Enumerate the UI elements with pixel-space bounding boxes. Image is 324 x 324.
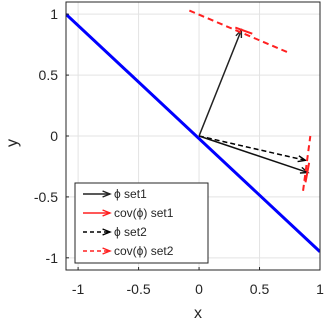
legend-arrowhead [102,209,112,217]
series-line-1 [234,26,253,35]
legend-arrowhead [102,190,112,198]
series-line-6 [304,162,311,183]
x-tick-label: 0 [195,281,203,297]
x-axis-title: x [194,305,202,322]
series-line-0 [198,29,243,137]
series-line-3 [188,9,291,55]
legend-arrowhead [102,247,112,255]
y-axis-title: y [4,139,21,147]
x-tick-label: 0.5 [250,281,270,297]
reference-line [66,13,320,253]
legend-box [74,182,209,264]
x-tick-label: -1 [72,281,85,297]
legend-arrowhead [102,228,112,236]
legend-label: ϕ set1 [114,187,147,201]
x-tick-label: 1 [316,281,324,297]
series-line-4 [198,135,309,174]
ticks: -1 -0.5 0 0.5 1 -1 -0.5 0 0.5 1 [34,6,324,297]
series-layer [66,9,320,253]
series-arrowhead-2 [297,155,308,163]
legend: ϕ set1 cov(ϕ) set1 ϕ set2 cov(ϕ) set2 [74,182,209,264]
y-tick-label: 1 [50,6,58,22]
y-tick-label: -0.5 [34,189,58,205]
x-tick-label: -0.5 [127,281,151,297]
legend-label: ϕ set2 [114,225,147,239]
legend-label: cov(ϕ) set1 [114,206,174,220]
series-line-2 [198,135,306,162]
y-tick-label: -1 [46,250,59,266]
y-tick-label: 0 [50,128,58,144]
legend-label: cov(ϕ) set2 [114,244,174,258]
y-tick-label: 0.5 [39,67,59,83]
